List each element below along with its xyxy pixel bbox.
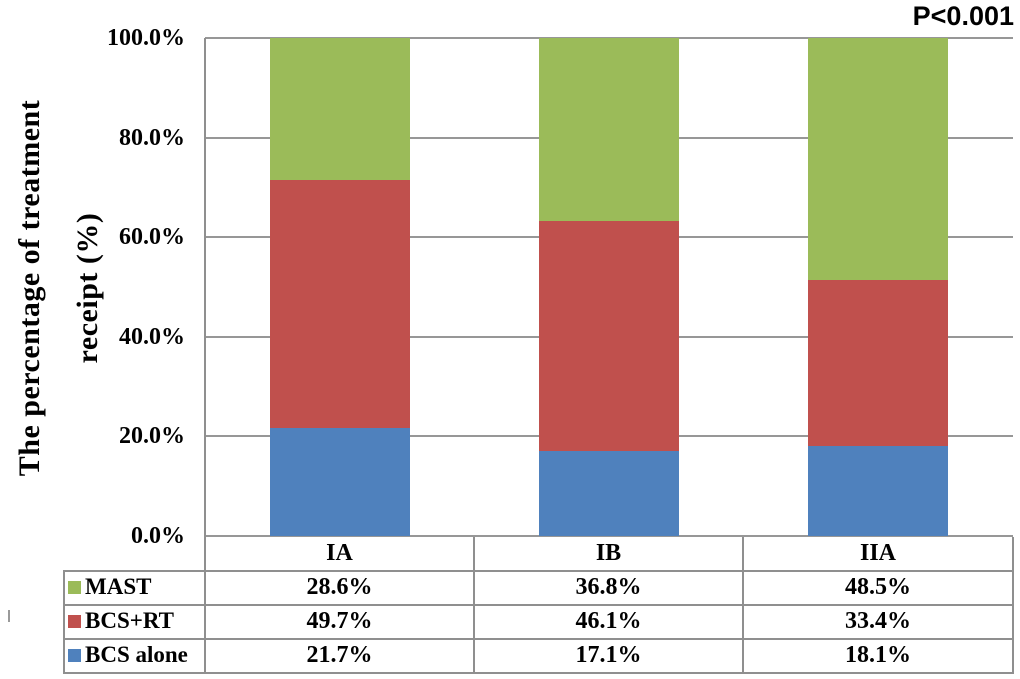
category-label-IIA: IIA (859, 540, 896, 566)
table-value-MAST-IA: 28.6% (306, 573, 373, 600)
table-border (63, 570, 1014, 572)
bar-segment-BCS-alone-IA (269, 427, 410, 536)
y-axis-title-line1: The percentage of treatment (13, 99, 46, 477)
stray-mark (8, 610, 10, 622)
table-value-MAST-IB: 36.8% (575, 573, 642, 600)
table-value-BCS+RT-IB: 46.1% (575, 607, 642, 634)
bar-segment-MAST-IB (538, 38, 679, 222)
bar-segment-BCS-alone-IB (538, 450, 679, 536)
y-tick-label: 40.0% (119, 323, 185, 350)
category-label-IB: IB (595, 540, 622, 566)
y-tick-label: 20.0% (119, 423, 185, 450)
legend-item-MAST: MAST (63, 570, 205, 604)
table-border (63, 638, 1014, 640)
legend-swatch-icon (68, 580, 81, 594)
legend-label: MAST (85, 574, 152, 599)
p-value-annotation: P<0.001 (912, 1, 1014, 31)
table-value-BCS+RT-IIA: 33.4% (845, 607, 911, 634)
table-value-BCS-alone-IA: 21.7% (306, 641, 373, 668)
table-border (63, 672, 1014, 674)
table-value-BCS-alone-IIA: 18.1% (845, 641, 911, 668)
legend-swatch-icon (68, 614, 81, 628)
y-axis-line (204, 38, 206, 674)
legend-label: BCS alone (85, 642, 188, 667)
bar-segment-BCS+RT-IB (538, 221, 679, 451)
table-border (63, 604, 1014, 606)
bar-segment-BCS+RT-IIA (808, 279, 948, 446)
y-tick-label: 100.0% (107, 25, 185, 51)
legend-item-BCS+RT: BCS+RT (63, 604, 205, 638)
table-value-BCS-alone-IB: 17.1% (575, 641, 642, 668)
category-label-IA: IA (326, 540, 353, 566)
legend-item-BCS-alone: BCS alone (63, 638, 205, 672)
table-value-BCS+RT-IA: 49.7% (306, 607, 373, 634)
table-border (63, 570, 65, 674)
y-tick-label: 0.0% (131, 523, 185, 549)
y-tick-label: 80.0% (119, 124, 185, 151)
gridline (205, 535, 1013, 537)
bar-segment-MAST-IA (269, 38, 410, 181)
legend-swatch-icon (68, 648, 81, 662)
y-tick-label: 60.0% (119, 224, 185, 251)
table-value-MAST-IIA: 48.5% (845, 573, 911, 600)
bar-segment-BCS-alone-IIA (808, 445, 948, 536)
bar-segment-MAST-IIA (808, 38, 948, 280)
bar-segment-BCS+RT-IA (269, 180, 410, 428)
legend-label: BCS+RT (85, 608, 174, 633)
